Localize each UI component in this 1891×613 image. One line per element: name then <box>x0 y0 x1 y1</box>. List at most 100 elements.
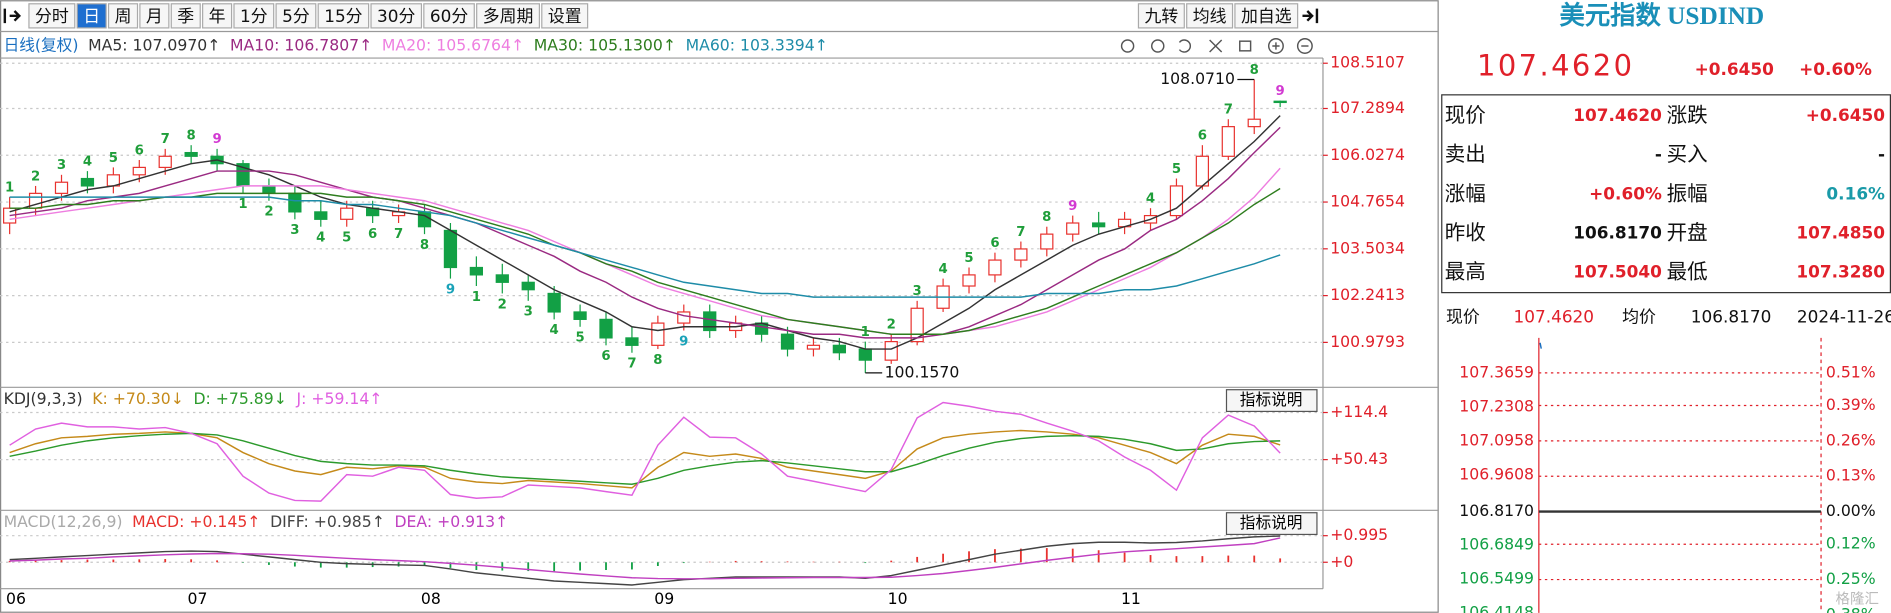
x-tick-label: 09 <box>654 589 674 608</box>
quote-label: 昨收 <box>1445 221 1486 245</box>
candle-body <box>443 229 458 269</box>
toolbar-button-label[interactable]: 月 <box>146 6 163 26</box>
candle-body <box>158 155 172 169</box>
x-tick-label: 10 <box>888 589 908 608</box>
toolbar-button-label[interactable]: 60分 <box>430 6 468 26</box>
toolbar-button[interactable] <box>275 3 317 29</box>
y2-tick-label: 0.39% <box>1826 395 1876 414</box>
nine-turn-label: 6 <box>1198 129 1207 144</box>
indicator-button-label[interactable]: 指标说明 <box>1240 513 1303 532</box>
toolbar-button-label[interactable]: 多周期 <box>483 6 534 26</box>
y-tick-label: +0.995 <box>1330 525 1388 544</box>
nine-turn-label: 7 <box>161 132 170 147</box>
toolbar-button[interactable] <box>28 3 76 29</box>
chart-tools[interactable] <box>1120 38 1313 54</box>
x-tick-label: 08 <box>421 589 441 608</box>
toolbar-button[interactable] <box>541 3 589 29</box>
toolbar-button[interactable] <box>317 3 370 29</box>
toolbar-button-label[interactable]: 分时 <box>35 6 69 26</box>
quote-label: 涨跌 <box>1667 103 1708 127</box>
toolbar-button-label[interactable]: 九转 <box>1144 6 1178 26</box>
toolbar-button[interactable] <box>1234 3 1299 29</box>
candle-body <box>651 322 665 346</box>
legend-label: D: +75.89↓ <box>193 389 286 408</box>
toolbar-button[interactable] <box>107 3 139 29</box>
legend-label: DEA: +0.913↑ <box>394 512 508 531</box>
y-tick-label: 106.6849 <box>1459 534 1534 553</box>
toolbar-button-label[interactable]: 30分 <box>377 6 415 26</box>
candle-body <box>832 344 847 354</box>
intraday-line <box>1539 342 1542 349</box>
ma-line <box>9 167 1281 335</box>
toolbar-button[interactable] <box>370 3 423 29</box>
y-tick-label: 108.5107 <box>1330 53 1405 72</box>
candle-body <box>780 333 795 350</box>
toolbar-button-label[interactable]: 1分 <box>240 6 268 26</box>
nine-turn-label: 3 <box>524 305 533 320</box>
ma-line <box>9 115 1281 350</box>
legend-label: MA60: 103.3394↑ <box>686 36 828 55</box>
y2-tick-label: 0.12% <box>1826 534 1876 553</box>
quote-label: 涨幅 <box>1445 181 1486 205</box>
nine-turn-label: 6 <box>135 143 144 158</box>
legend-label: MA10: 106.7807↑ <box>230 36 372 55</box>
indicator-line <box>9 432 1281 485</box>
nine-turn-label: 9 <box>1276 84 1285 99</box>
candle-body <box>703 311 717 332</box>
candle-body <box>1014 248 1028 261</box>
nine-turn-label: 7 <box>627 357 636 372</box>
toolbar-button[interactable] <box>233 3 275 29</box>
toolbar-button-label[interactable]: 15分 <box>324 6 362 26</box>
nine-turn-label: 1 <box>5 180 14 195</box>
toolbar-button[interactable] <box>476 3 540 29</box>
candle-body <box>184 151 198 157</box>
nine-turn-label: 6 <box>601 349 610 364</box>
quote-value: 107.3280 <box>1796 262 1885 282</box>
toolbar-icon[interactable] <box>1302 8 1319 24</box>
toolbar-button[interactable] <box>170 3 201 29</box>
toolbar-button[interactable] <box>76 3 107 29</box>
ma-line <box>9 187 1281 335</box>
legend-label: 日线(复权) <box>4 36 79 55</box>
candle-body <box>962 274 976 287</box>
toolbar-button[interactable] <box>423 3 475 29</box>
quote-value: - <box>1878 144 1885 164</box>
y-tick-label: +50.43 <box>1330 449 1388 468</box>
toolbar-button-label[interactable]: 周 <box>115 6 132 26</box>
indicator-button[interactable] <box>1225 389 1318 413</box>
toolbar-button[interactable] <box>1186 3 1234 29</box>
y2-tick-label: 0.26% <box>1826 430 1876 449</box>
toolbar-icon[interactable] <box>3 8 22 24</box>
legend-label: MA30: 105.1300↑ <box>534 36 676 55</box>
candle-body <box>573 311 587 320</box>
toolbar-button-label[interactable]: 日 <box>83 6 100 26</box>
toolbar-button-label[interactable]: 年 <box>209 6 226 26</box>
indicator-line <box>9 401 1281 502</box>
candle-body <box>858 348 872 361</box>
candle-body <box>80 177 95 187</box>
nine-turn-label: 2 <box>887 318 896 333</box>
toolbar-button-label[interactable]: 均线 <box>1193 6 1227 26</box>
toolbar-button-label[interactable]: 季 <box>177 6 194 26</box>
quote-label: 现价 <box>1445 103 1486 127</box>
nine-turn-label: 5 <box>575 331 584 346</box>
indicator-button[interactable] <box>1225 512 1318 536</box>
toolbar-button-label[interactable]: 加自选 <box>1241 6 1292 26</box>
toolbar-button-label[interactable]: 5分 <box>282 6 310 26</box>
nine-turn-label: 3 <box>57 158 66 173</box>
toolbar-button[interactable] <box>1137 3 1185 29</box>
x-tick-label: 11 <box>1121 589 1141 608</box>
nine-turn-label: 5 <box>342 231 351 246</box>
nine-turn-label: 5 <box>109 151 118 166</box>
candle-body <box>1092 222 1106 228</box>
y-tick-label: 106.0274 <box>1330 145 1405 164</box>
toolbar-button[interactable] <box>202 3 233 29</box>
indicator-button-label[interactable]: 指标说明 <box>1240 390 1303 409</box>
toolbar-button[interactable] <box>139 3 170 29</box>
nine-turn-label: 9 <box>446 282 455 297</box>
toolbar-button-label[interactable]: 设置 <box>548 6 582 26</box>
candle-body <box>521 281 535 291</box>
macd-line <box>9 537 1281 580</box>
